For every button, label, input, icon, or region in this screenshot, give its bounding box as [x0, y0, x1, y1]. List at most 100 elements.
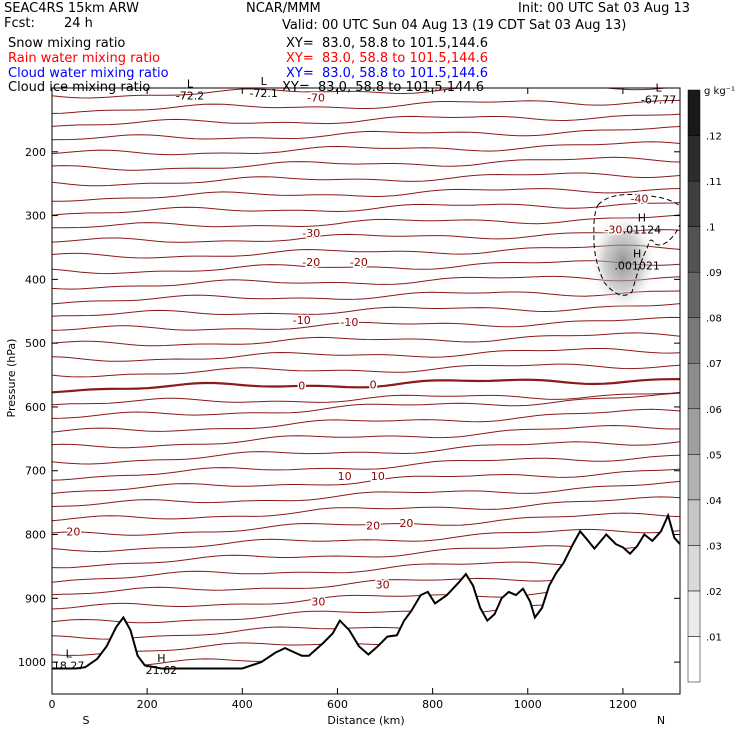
extremum-value: -72.1 — [249, 87, 277, 100]
contour-label: 0 — [298, 379, 305, 392]
field-xy-cloud-water: XY= 83.0, 58.8 to 101.5,144.6 — [286, 66, 489, 81]
center-name: NCAR/MMM — [246, 1, 321, 16]
colorbar-tick-label: .05 — [706, 450, 722, 461]
contour-label: -10 — [293, 314, 311, 327]
contour-label: -30 — [604, 224, 622, 237]
x-tick-label: 1200 — [609, 698, 637, 711]
isotherm-line — [52, 260, 680, 275]
colorbar-segment — [687, 545, 701, 592]
contour-label: -40 — [631, 192, 649, 205]
extremum-kind: H — [638, 212, 646, 225]
colorbar-tick-label: .09 — [706, 268, 722, 279]
left-end-label: S — [83, 714, 90, 727]
contour-label: -20 — [350, 256, 368, 269]
isotherm-line — [52, 480, 680, 507]
isotherm-line — [52, 275, 680, 290]
colorbar-segment — [687, 89, 701, 136]
isotherm-line — [52, 141, 680, 156]
contour-label: 0 — [370, 379, 377, 392]
isotherm-line — [52, 512, 680, 536]
contour-label: 10 — [338, 470, 352, 483]
isotherm-line — [52, 332, 680, 347]
colorbar-segment — [687, 271, 701, 318]
colorbar-units: g kg⁻¹ — [704, 86, 735, 97]
forecast-value: 24 h — [64, 16, 93, 31]
contour-label: -10 — [340, 316, 358, 329]
y-tick-label: 700 — [25, 465, 46, 478]
colorbar-tick-label: .06 — [706, 405, 722, 416]
extremum-kind: H — [157, 652, 165, 665]
init-time: Init: 00 UTC Sat 03 Aug 13 — [518, 1, 691, 16]
colorbar-tick-label: .07 — [706, 359, 722, 370]
colorbar-segment — [687, 226, 701, 273]
extremum-kind: H — [633, 247, 641, 260]
extremum-kind: L — [261, 75, 268, 88]
y-tick-label: 600 — [25, 401, 46, 414]
extremum-value: -72.2 — [176, 90, 204, 103]
isotherm-line — [52, 202, 680, 216]
isotherm-line — [52, 348, 680, 362]
isotherm-line — [52, 303, 680, 317]
y-tick-label: 300 — [25, 210, 46, 223]
cloud-ice-shading — [589, 212, 657, 312]
field-name-rain: Rain water mixing ratio — [8, 51, 161, 66]
isotherm-line — [52, 408, 680, 433]
isotherm-line — [52, 99, 680, 114]
isotherm-line — [52, 126, 680, 141]
isotherm-line — [52, 188, 680, 202]
isotherm-line — [52, 392, 680, 419]
plot-frame — [51, 87, 681, 695]
valid-time: Valid: 00 UTC Sun 04 Aug 13 (19 CDT Sat … — [282, 18, 627, 33]
extremum-value: -67.77 — [641, 93, 676, 106]
isotherm-line — [52, 316, 680, 331]
colorbar-tick-label: .03 — [706, 541, 722, 552]
terrain-fill — [52, 515, 680, 694]
contour-label: -30 — [302, 227, 320, 240]
colorbar-segment — [687, 454, 701, 501]
y-tick-label: 200 — [25, 146, 46, 159]
isotherm-line — [52, 363, 680, 378]
isotherm-line — [52, 229, 680, 243]
extremum-value: 18.27 — [53, 659, 85, 672]
isotherm-line — [52, 172, 680, 187]
y-tick-label: 800 — [25, 529, 46, 542]
colorbar-segment — [687, 408, 701, 455]
contour-label: 20 — [66, 525, 80, 538]
colorbar-segment — [687, 590, 701, 637]
x-tick-label: 1000 — [514, 698, 542, 711]
field-xy-snow: XY= 83.0, 58.8 to 101.5,144.6 — [286, 36, 489, 51]
extremum-value: 21.62 — [146, 664, 178, 677]
x-axis-label: Distance (km) — [327, 714, 404, 727]
extremum-kind: L — [66, 647, 73, 660]
colorbar-tick-label: .12 — [706, 132, 722, 143]
contour-label: 30 — [311, 596, 325, 609]
isotherm-line — [52, 391, 680, 406]
isotherm-line — [52, 441, 680, 465]
isotherm-line — [52, 88, 671, 99]
isotherm-line — [52, 244, 680, 259]
x-tick-label: 800 — [422, 698, 443, 711]
isotherm-line — [52, 496, 680, 522]
snow-contour — [593, 194, 680, 296]
x-tick-label: 0 — [49, 698, 56, 711]
isotherm-line — [52, 454, 680, 481]
field-name-snow: Snow mixing ratio — [8, 36, 126, 51]
colorbar-tick-label: .08 — [706, 314, 722, 325]
model-title: SEAC4RS 15km ARW — [4, 1, 140, 16]
y-tick-label: 500 — [25, 337, 46, 350]
forecast-label: Fcst: — [4, 16, 35, 31]
x-tick-label: 600 — [327, 698, 348, 711]
extremum-kind: L — [187, 78, 194, 91]
contour-label: -20 — [302, 256, 320, 269]
contour-label: 20 — [399, 517, 413, 530]
isotherm-line — [52, 290, 680, 305]
colorbar-segment — [687, 317, 701, 364]
x-tick-label: 400 — [232, 698, 253, 711]
right-end-label: N — [657, 714, 665, 727]
isotherm-line — [52, 113, 680, 127]
colorbar-segment — [687, 362, 701, 410]
colorbar-tick-label: .04 — [706, 496, 722, 507]
terrain-line — [52, 512, 680, 670]
isotherm-line — [52, 156, 680, 171]
